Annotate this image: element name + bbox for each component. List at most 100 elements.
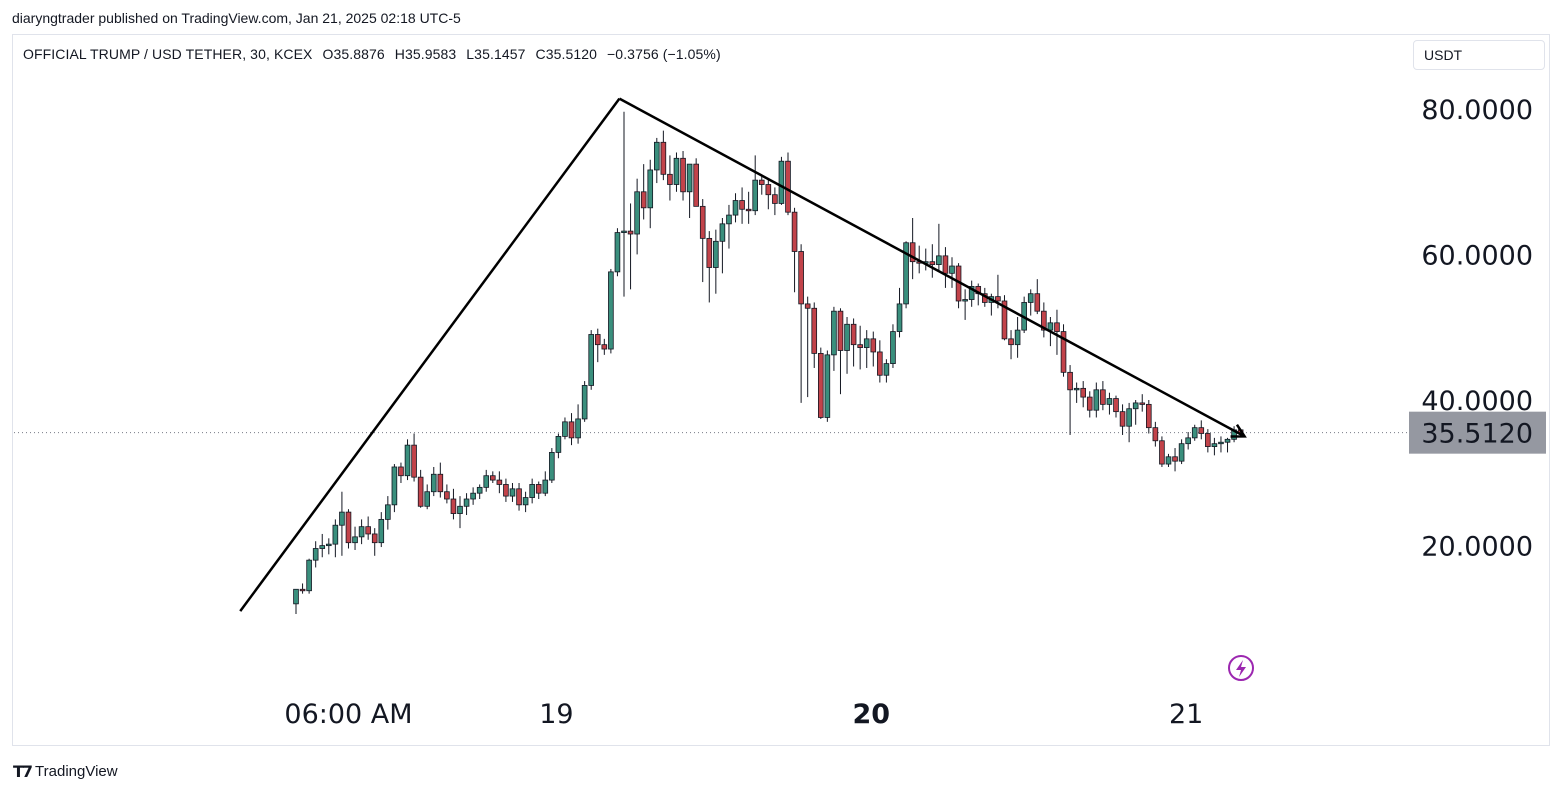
candle	[1034, 279, 1041, 315]
currency-button[interactable]: USDT	[1413, 40, 1545, 70]
candle	[1211, 437, 1218, 456]
candle-body	[785, 160, 791, 213]
candle	[457, 496, 463, 529]
candle	[371, 528, 378, 556]
candle	[844, 317, 850, 374]
candle	[1100, 381, 1106, 411]
candle	[549, 448, 555, 483]
candle	[398, 462, 404, 483]
candle-body	[594, 334, 601, 346]
candle	[831, 306, 837, 371]
candle	[575, 404, 581, 444]
candle-body	[1139, 402, 1146, 405]
trend-drawings[interactable]	[239, 97, 1247, 612]
candle-body	[549, 452, 555, 481]
candle	[503, 478, 509, 502]
candle	[1139, 394, 1146, 412]
candle	[634, 178, 640, 255]
candle	[496, 471, 503, 494]
candle	[489, 471, 496, 483]
candle	[896, 287, 903, 338]
time-axis[interactable]: 06:00 AM 19 20 21	[284, 699, 1203, 730]
candle-body	[1106, 398, 1113, 405]
candle-body	[647, 169, 654, 209]
candle	[568, 413, 575, 446]
candle	[955, 263, 962, 309]
candle	[430, 466, 437, 497]
candle	[437, 462, 444, 498]
candle-body	[522, 497, 529, 506]
candle-body	[640, 191, 647, 209]
candle	[1067, 365, 1073, 435]
candle	[811, 302, 818, 368]
trend-line-arrow[interactable]	[618, 97, 1246, 438]
alert-icon[interactable]	[1228, 655, 1254, 681]
candle	[411, 433, 417, 482]
candle	[909, 218, 916, 280]
candle-body	[962, 299, 968, 302]
trend-line[interactable]	[239, 97, 621, 612]
candle	[463, 493, 470, 516]
candle-body	[457, 505, 463, 514]
candle-body	[483, 475, 490, 488]
candle-body	[306, 559, 312, 592]
candle-body	[686, 163, 693, 193]
candle	[758, 175, 765, 195]
symbol-name[interactable]: OFFICIAL TRUMP / USD TETHER, 30, KCEX	[23, 46, 313, 62]
candle-body	[765, 184, 772, 196]
candle-body	[778, 160, 785, 204]
candle-body	[719, 223, 726, 242]
candle-body	[1205, 433, 1211, 447]
candle-body	[424, 491, 430, 507]
candle-body	[1159, 440, 1165, 465]
candle-body	[568, 421, 575, 439]
candle-body	[529, 484, 535, 498]
candle-body	[1080, 387, 1087, 398]
candle-body	[909, 242, 916, 263]
candle-body	[1014, 329, 1021, 346]
tradingview-logo[interactable]: T7 TradingView	[13, 762, 118, 781]
candle	[686, 163, 693, 218]
candle	[680, 151, 686, 201]
candle	[824, 350, 831, 422]
candle	[1027, 289, 1034, 316]
candle-body	[837, 310, 844, 351]
candle	[391, 464, 398, 513]
last-price-label: 35.5120	[1421, 419, 1533, 450]
candle	[1146, 400, 1152, 434]
candle	[1106, 392, 1113, 415]
candle-body	[535, 484, 542, 494]
candle	[345, 509, 352, 549]
candle-body	[824, 354, 831, 418]
candle	[621, 111, 627, 297]
candle-body	[503, 484, 509, 497]
candle-body	[476, 486, 483, 494]
candle	[1165, 453, 1172, 467]
candle	[1172, 448, 1178, 472]
candle-body	[706, 237, 713, 268]
candle-body	[693, 163, 699, 207]
candle-body	[417, 476, 424, 507]
candle-body	[1113, 398, 1119, 413]
candle-body	[489, 475, 496, 481]
candle-body	[588, 334, 594, 386]
candle-body	[509, 488, 516, 497]
candle	[312, 541, 319, 568]
candle	[988, 293, 995, 316]
candle-body	[378, 518, 385, 544]
lightning-icon	[1236, 660, 1246, 677]
candle-body	[411, 444, 417, 478]
candle	[1152, 421, 1159, 447]
ohlc-open: O35.8876	[322, 46, 385, 62]
candle-body	[942, 255, 949, 274]
candle-body	[608, 271, 614, 350]
candle	[594, 328, 601, 363]
candle-body	[1027, 293, 1034, 303]
candle	[804, 296, 811, 398]
candle-body	[385, 504, 391, 520]
candle	[365, 516, 371, 540]
candle-body	[903, 242, 909, 305]
candle-body	[450, 498, 457, 514]
